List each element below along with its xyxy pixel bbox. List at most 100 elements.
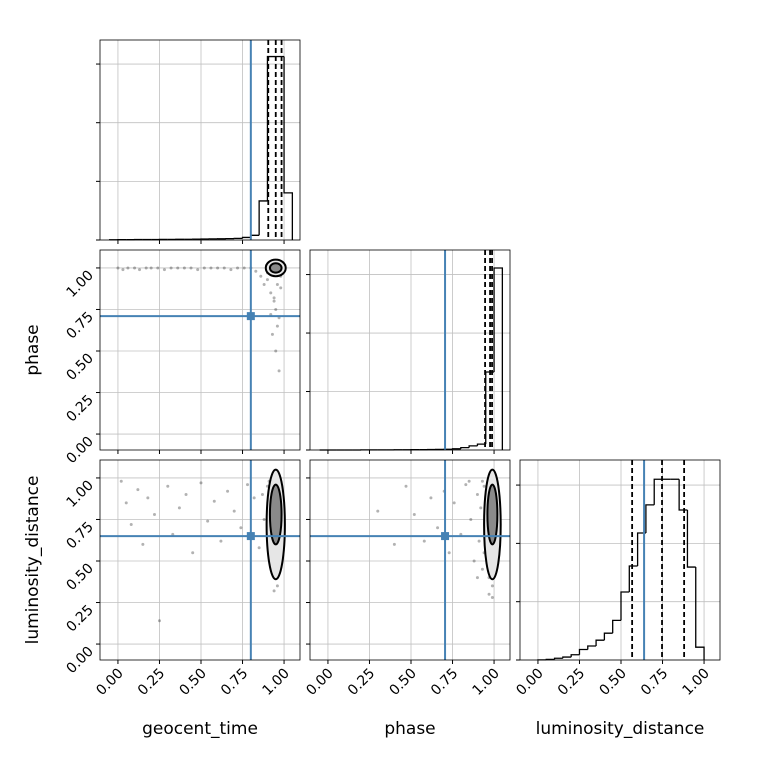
sample-point <box>232 509 236 513</box>
sample-point <box>121 268 125 272</box>
sample-point <box>269 291 273 295</box>
y-tick-label: 0.00 <box>63 434 96 467</box>
sample-point <box>141 542 145 546</box>
sample-point <box>262 283 266 287</box>
sample-point <box>260 493 264 497</box>
sample-point <box>274 349 278 353</box>
x-axis-label: geocent_time <box>142 719 258 739</box>
sample-point <box>277 369 281 373</box>
hist-bin <box>250 234 260 238</box>
hist-bin <box>241 236 251 239</box>
hist-bin <box>493 267 504 450</box>
sample-point <box>202 266 206 270</box>
sample-point <box>262 517 266 521</box>
sample-point <box>212 499 216 503</box>
sample-point <box>189 266 193 270</box>
sample-point <box>475 576 479 580</box>
x-axis-label: luminosity_distance <box>536 719 705 739</box>
y-tick-label: 0.50 <box>63 351 96 384</box>
sample-point <box>124 501 128 505</box>
x-tick-label: 0.25 <box>135 666 168 699</box>
sample-point <box>275 584 279 588</box>
sample-point <box>236 266 240 270</box>
sample-point <box>191 551 195 555</box>
x-tick-label: 0.00 <box>513 666 546 699</box>
sample-point <box>209 266 213 270</box>
sample-point <box>184 493 188 497</box>
hist-bin <box>645 504 655 534</box>
sample-point <box>146 496 150 500</box>
hist-bin <box>570 654 580 658</box>
sample-point <box>429 496 433 500</box>
sample-point <box>176 266 180 270</box>
sample-point <box>469 517 473 521</box>
sample-point <box>138 268 142 272</box>
y-axis-label: luminosity_distance <box>23 476 43 645</box>
sample-point <box>404 484 408 488</box>
hist-bin <box>628 565 638 593</box>
sample-point <box>116 266 120 270</box>
sample-point <box>166 484 170 488</box>
y-tick-label: 0.75 <box>63 309 96 342</box>
sample-point <box>452 501 456 505</box>
sample-point <box>219 539 223 543</box>
sample-point <box>169 266 173 270</box>
hist-bin <box>578 648 588 655</box>
truth-marker <box>246 532 255 541</box>
hist-bin <box>595 639 605 647</box>
sample-point <box>482 484 486 488</box>
sample-point <box>199 481 203 485</box>
sample-point <box>490 584 494 588</box>
sample-point <box>412 512 416 516</box>
y-axis-label: phase <box>23 324 43 375</box>
sample-point <box>436 526 440 530</box>
truth-marker <box>246 312 255 321</box>
hist-bin <box>620 591 630 621</box>
sample-point <box>229 268 233 272</box>
y-tick-label: 0.75 <box>63 519 96 552</box>
sample-point <box>472 559 476 563</box>
x-axis-label: phase <box>384 719 435 739</box>
sample-point <box>196 268 200 272</box>
x-tick-label: 0.00 <box>93 666 126 699</box>
sample-point <box>257 546 261 550</box>
hist-bin <box>587 645 597 650</box>
hist-bin <box>283 56 294 240</box>
sample-point <box>157 619 161 623</box>
sample-point <box>447 551 451 555</box>
x-tick-label: 0.50 <box>596 666 629 699</box>
sample-point <box>162 268 166 272</box>
panel-frame <box>99 459 301 661</box>
sample-point <box>376 509 380 513</box>
sample-point <box>475 493 479 497</box>
sample-point <box>222 266 226 270</box>
panel-frame <box>309 249 511 451</box>
sample-point <box>149 266 153 270</box>
x-tick-label: 0.75 <box>218 666 251 699</box>
sample-point <box>422 539 426 543</box>
hist-bin <box>603 632 613 641</box>
sample-point <box>270 332 274 336</box>
sample-point <box>272 589 276 593</box>
sample-point <box>275 283 279 287</box>
sample-point <box>464 483 468 487</box>
hist-bin <box>562 656 572 659</box>
panel-frame <box>519 459 721 661</box>
sample-point <box>206 519 210 523</box>
sample-point <box>242 266 246 270</box>
contour <box>486 483 499 546</box>
sample-point <box>259 274 263 278</box>
hist-bin <box>653 478 663 505</box>
sample-point <box>226 489 230 493</box>
sample-point <box>392 542 396 546</box>
sample-point <box>279 286 283 290</box>
sample-point <box>274 307 278 311</box>
x-tick-label: 1.00 <box>260 666 293 699</box>
sample-point <box>252 496 256 500</box>
panel-frame <box>309 459 511 661</box>
sample-point <box>126 266 130 270</box>
x-tick-label: 0.50 <box>176 666 209 699</box>
sample-point <box>136 488 140 492</box>
hist-bin <box>258 200 268 236</box>
hist-bin <box>612 619 621 634</box>
